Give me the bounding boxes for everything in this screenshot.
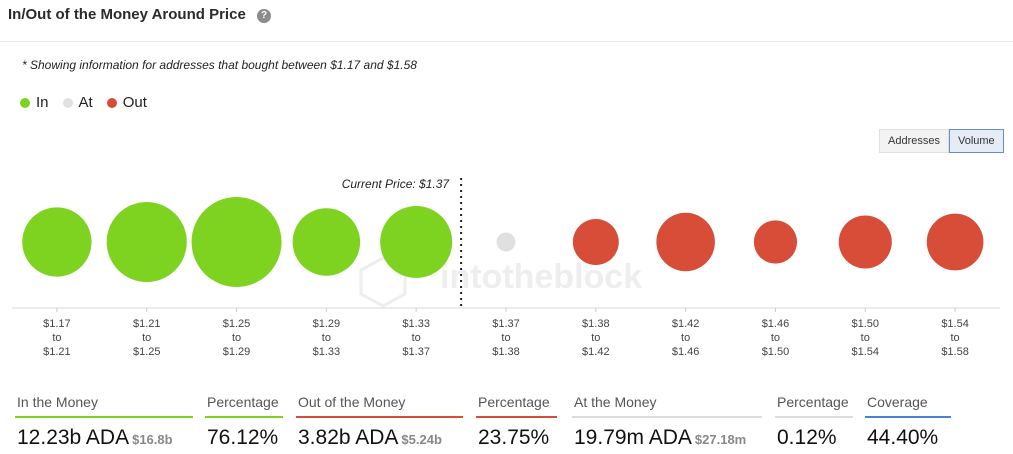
tick-label-from: $1.54 (941, 318, 969, 330)
tick-label-connector: to (861, 332, 870, 344)
metric-out-percentage: Percentage 23.75% (476, 390, 557, 450)
tick-label-connector: to (412, 332, 421, 344)
bubble-in (380, 206, 453, 278)
tick-label-connector: to (771, 332, 780, 344)
tick-label-connector: to (501, 332, 510, 344)
metric-coverage: Coverage 44.40% (865, 390, 951, 450)
tick-label-connector: to (681, 332, 690, 344)
metric-label: Out of the Money (296, 390, 463, 418)
range-note: * Showing information for addresses that… (22, 58, 417, 72)
tick-label-to: $1.33 (313, 346, 341, 358)
bubble-in (106, 201, 187, 283)
tick-label-to: $1.50 (762, 346, 790, 358)
metric-label: In the Money (15, 390, 193, 418)
metric-label: Percentage (775, 390, 853, 418)
legend-label-out: Out (122, 94, 147, 111)
chart-legend: In At Out (20, 94, 147, 111)
legend-item-in[interactable]: In (20, 94, 49, 111)
tick-label-to: $1.21 (43, 346, 71, 358)
bubble-in (292, 208, 361, 276)
tick-label-connector: to (591, 332, 600, 344)
metrics-row: In the Money 12.23b ADA $16.8b Percentage… (0, 390, 1013, 454)
tick-label-from: $1.50 (852, 318, 880, 330)
metric-label: At the Money (572, 390, 762, 418)
tick-label-connector: to (52, 332, 61, 344)
metric-in-the-money: In the Money 12.23b ADA $16.8b (15, 390, 193, 450)
tick-label-connector: to (142, 332, 151, 344)
tick-label-to: $1.25 (133, 346, 161, 358)
metric-in-percentage: Percentage 76.12% (205, 390, 283, 450)
metric-at-the-money: At the Money 19.79m ADA $27.18m (572, 390, 762, 450)
metric-usd-value: $27.18m (694, 432, 747, 447)
bubble-in (191, 197, 282, 287)
legend-dot-out-icon (106, 97, 117, 108)
metric-value: 44.40% (867, 426, 939, 449)
legend-dot-at-icon (62, 97, 73, 108)
legend-item-out[interactable]: Out (106, 94, 147, 111)
legend-label-at: At (78, 94, 93, 111)
bubble-out (656, 212, 715, 272)
tick-label-to: $1.54 (852, 346, 880, 358)
legend-item-at[interactable]: At (62, 94, 93, 111)
tick-label-from: $1.25 (223, 318, 251, 330)
tick-label-from: $1.29 (313, 318, 341, 330)
metric-label: Percentage (205, 390, 283, 418)
metric-value: 12.23b ADA $16.8b (15, 426, 193, 450)
bubble-out (572, 219, 619, 265)
metric-value: 19.79m ADA $27.18m (572, 426, 762, 450)
metric-label: Coverage (865, 390, 951, 418)
metric-value-text: 12.23b ADA (17, 426, 130, 449)
help-icon[interactable]: ? (257, 9, 271, 23)
addresses-toggle-button[interactable]: Addresses (879, 129, 949, 153)
tick-label-to: $1.42 (582, 346, 610, 358)
metric-usd-value: $5.24b (401, 432, 442, 447)
tick-label-to: $1.58 (941, 346, 969, 358)
tick-label-from: $1.37 (492, 318, 520, 330)
metric-value: 23.75% (478, 426, 550, 449)
bubble-in (22, 207, 92, 277)
widget-header: In/Out of the Money Around Price ? (0, 0, 1013, 42)
metric-value-text: 19.79m ADA (574, 426, 692, 449)
bubble-out (838, 215, 892, 269)
metric-out-of-the-money: Out of the Money 3.82b ADA $5.24b (296, 390, 463, 450)
tick-label-connector: to (950, 332, 959, 344)
tick-label-from: $1.33 (402, 318, 430, 330)
legend-label-in: In (36, 94, 49, 111)
view-toggle: Addresses Volume (879, 129, 1004, 153)
tick-label-from: $1.42 (672, 318, 700, 330)
legend-dot-in-icon (20, 97, 30, 108)
tick-label-from: $1.21 (133, 318, 161, 330)
volume-toggle-button[interactable]: Volume (948, 129, 1004, 153)
metric-value: 3.82b ADA $5.24b (296, 426, 463, 450)
current-price-label: Current Price: $1.37 (342, 177, 451, 191)
tick-label-from: $1.46 (762, 318, 790, 330)
metric-usd-value: $16.8b (132, 432, 173, 447)
metric-label: Percentage (476, 390, 557, 418)
bubble-chart: intotheblock $1.17 to $1.21 $1.21 to $1.25 $1.2… (12, 177, 1000, 358)
tick-label-connector: to (232, 332, 241, 344)
metric-value: 0.12% (777, 426, 837, 449)
tick-label-to: $1.29 (223, 346, 251, 358)
metric-value-text: 3.82b ADA (298, 426, 399, 449)
tick-label-from: $1.38 (582, 318, 610, 330)
watermark-text: intotheblock (440, 258, 642, 296)
bubble-at (496, 232, 516, 252)
bubble-out (753, 220, 798, 264)
tick-label-to: $1.46 (672, 346, 700, 358)
tick-label-from: $1.17 (43, 318, 71, 330)
metric-value: 76.12% (207, 426, 279, 449)
tick-label-to: $1.37 (402, 346, 430, 358)
tick-label-to: $1.38 (492, 346, 520, 358)
bubble-out (926, 213, 984, 271)
metric-at-percentage: Percentage 0.12% (775, 390, 853, 450)
tick-label-connector: to (322, 332, 331, 344)
page-title: In/Out of the Money Around Price (8, 6, 246, 23)
